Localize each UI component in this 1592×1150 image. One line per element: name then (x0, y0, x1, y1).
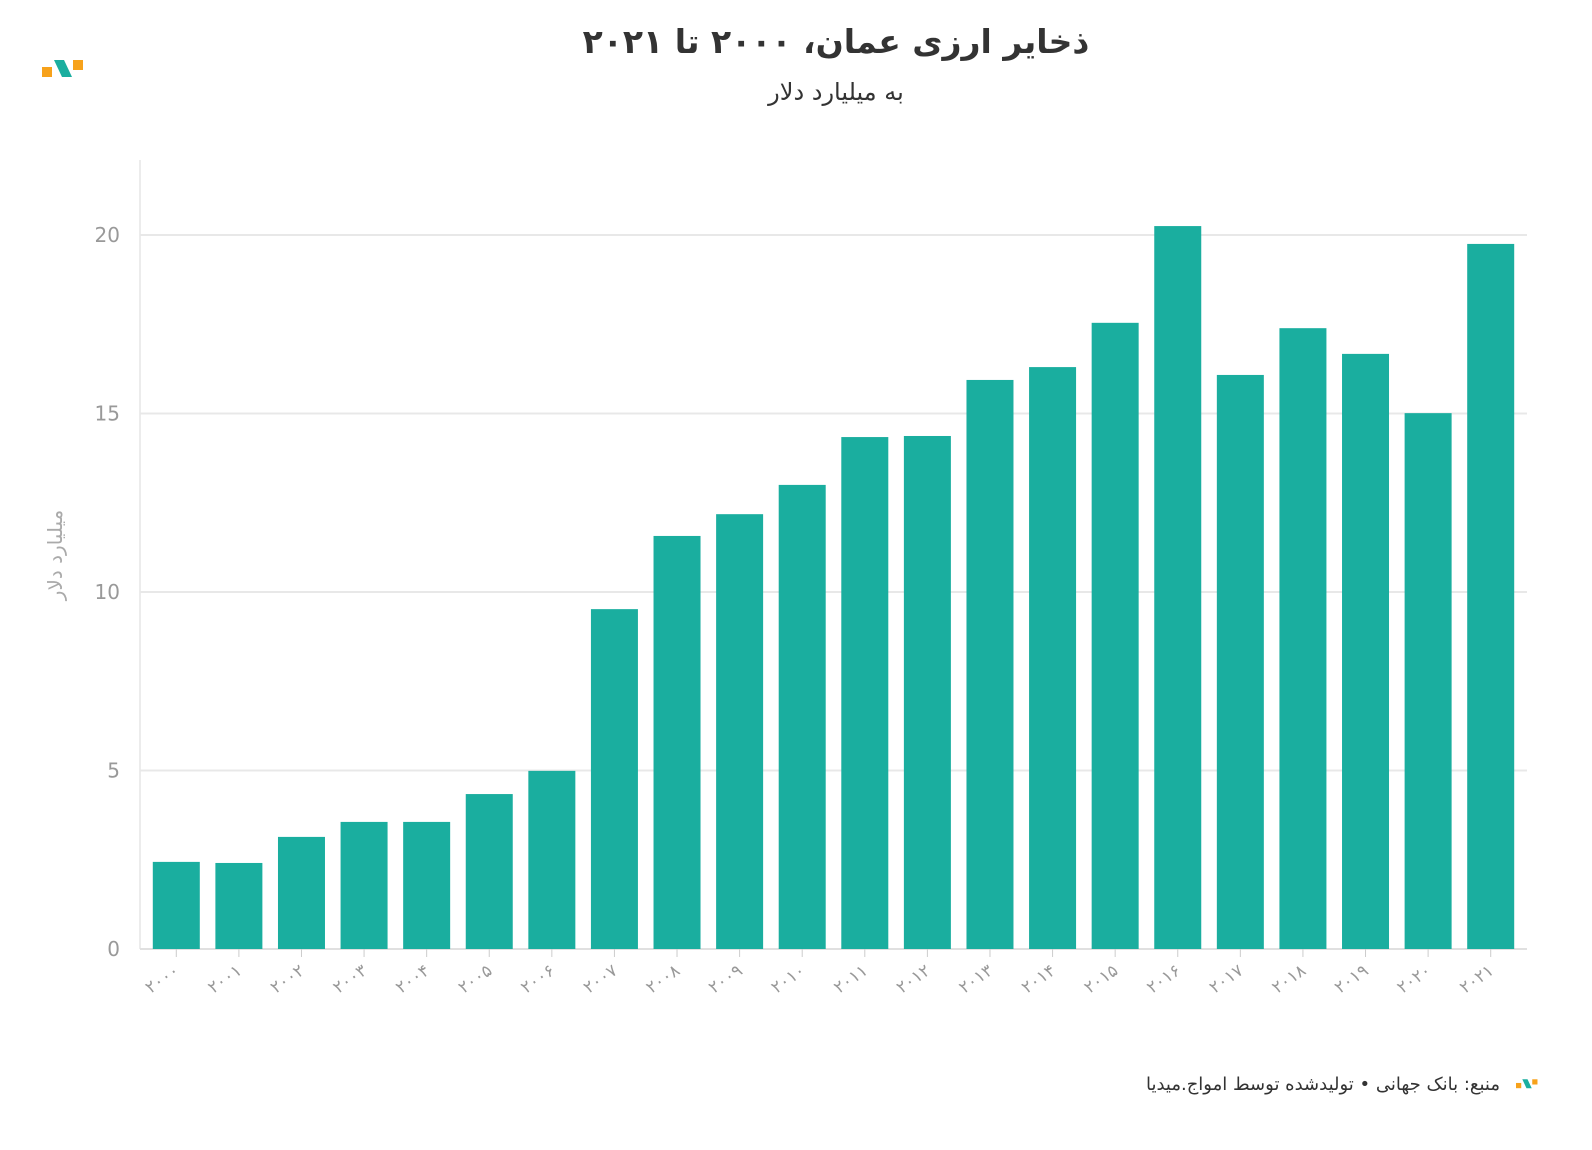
y-tick-label: 15 (95, 402, 120, 426)
x-tick-label: ۲۰۰۰ (142, 961, 183, 998)
x-tick-label: ۲۰۰۲ (267, 961, 308, 998)
bar (1029, 367, 1077, 950)
bar (1154, 226, 1202, 949)
x-tick-label: ۲۰۲۰ (1394, 961, 1435, 998)
chart-subtitle: به میلیارد دلار (768, 78, 904, 106)
brand-logo-icon (42, 60, 83, 77)
bar (152, 861, 200, 949)
bar (1404, 413, 1452, 949)
x-tick-label: ۲۰۱۶ (1143, 961, 1184, 998)
footer-logo-icon (1516, 1079, 1538, 1089)
bar (277, 836, 325, 949)
x-tick-label: ۲۰۱۴ (1018, 961, 1059, 998)
x-tick-label: ۲۰۱۵ (1081, 961, 1122, 998)
bar (1342, 353, 1390, 950)
source-footer: منبع: بانک جهانی • تولیدشده توسط امواج.م… (1145, 1074, 1500, 1095)
bar (653, 535, 701, 949)
bar (528, 770, 576, 949)
bar (716, 514, 764, 949)
y-tick-label: 20 (95, 223, 120, 247)
bar (1091, 322, 1139, 949)
bar (778, 484, 826, 949)
x-tick-label: ۲۰۰۱ (204, 961, 245, 998)
bar (903, 435, 951, 950)
bar (590, 609, 638, 949)
y-tick-label: 0 (107, 937, 120, 961)
chart-title: ذخایر ارزی عمان، ۲۰۰۰ تا ۲۰۲۱ (582, 22, 1090, 61)
x-tick-label: ۲۰۱۷ (1206, 961, 1247, 998)
bar (465, 794, 513, 949)
x-tick-label: ۲۰۱۳ (955, 961, 996, 998)
x-tick-label: ۲۰۱۰ (768, 961, 809, 998)
x-tick-label: ۲۰۰۴ (392, 961, 433, 998)
bar (1279, 328, 1327, 949)
x-tick-label: ۲۰۱۲ (893, 961, 934, 998)
x-tick-label: ۲۰۰۸ (642, 961, 683, 998)
x-tick-label: ۲۰۰۷ (580, 961, 621, 998)
x-tick-label: ۲۰۲۱ (1456, 961, 1497, 998)
x-tick-label: ۲۰۰۶ (517, 961, 558, 998)
x-tick-label: ۲۰۱۹ (1331, 961, 1372, 998)
y-tick-label: 10 (95, 580, 120, 604)
bar (215, 862, 263, 949)
bar (841, 437, 889, 949)
x-tick-label: ۲۰۱۱ (830, 961, 871, 998)
bar (1467, 243, 1515, 950)
bar (1216, 374, 1264, 950)
y-tick-label: 5 (107, 759, 120, 783)
bar (403, 821, 451, 949)
x-tick-label: ۲۰۱۸ (1268, 961, 1309, 998)
x-tick-label: ۲۰۰۳ (330, 961, 371, 998)
x-tick-label: ۲۰۰۵ (455, 961, 496, 998)
bar (966, 379, 1014, 949)
bar (340, 821, 388, 949)
x-tick-label: ۲۰۰۹ (705, 961, 746, 998)
